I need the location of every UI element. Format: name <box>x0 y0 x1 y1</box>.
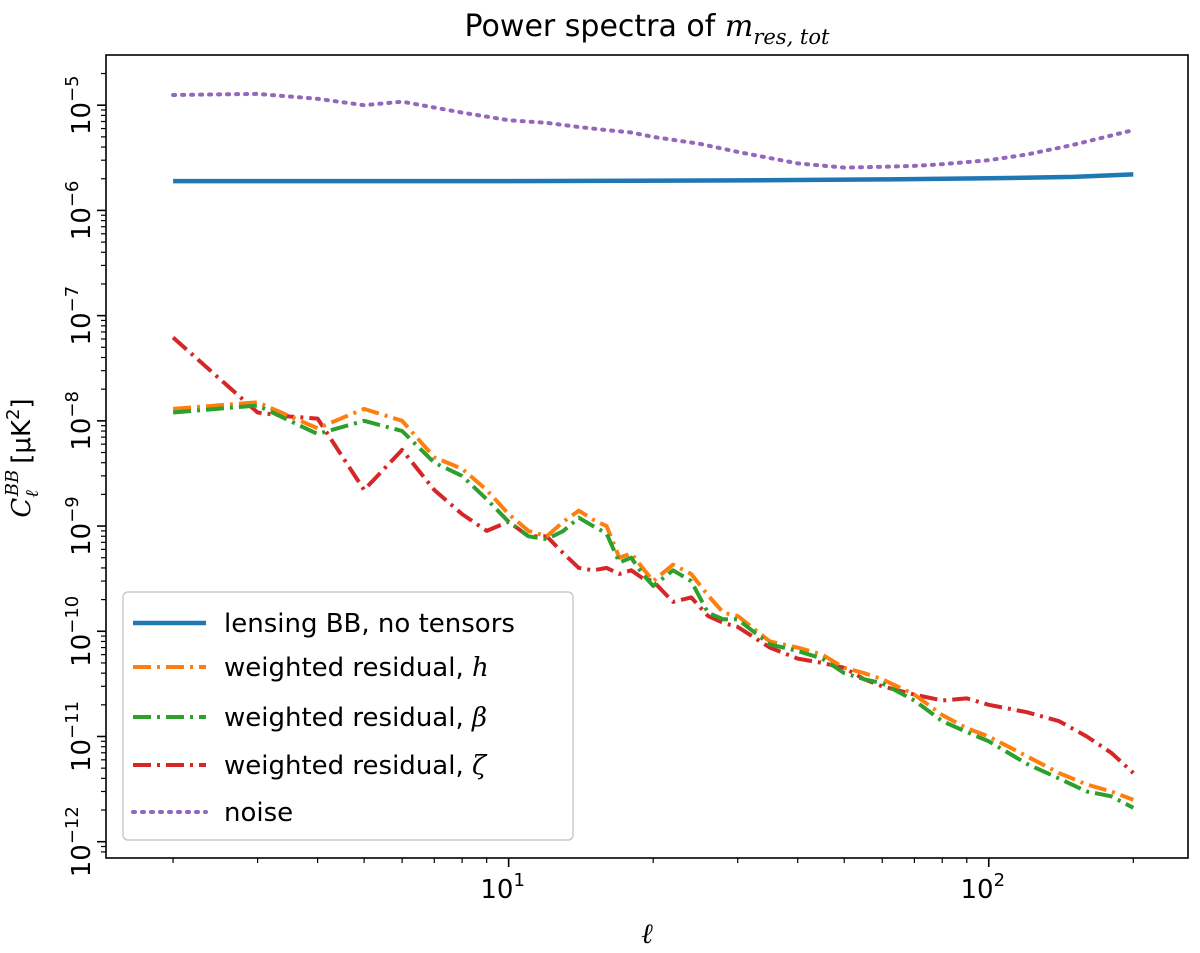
y-tick-label-base: 10 <box>67 102 97 135</box>
y-tick-label: 10−8 <box>62 391 97 451</box>
legend-label-math: ζ <box>472 751 488 781</box>
y-tick-label: 10−11 <box>62 701 97 772</box>
legend-label-beta: weighted residual, β <box>224 703 487 733</box>
x-axis-label: ℓ <box>641 917 653 950</box>
legend-label-zeta: weighted residual, ζ <box>224 751 488 781</box>
legend-label-text: weighted residual, <box>224 653 472 683</box>
series-line-noise <box>171 91 1136 170</box>
chart-title-prefix: Power spectra of <box>465 9 725 44</box>
chart-title-math: m <box>725 9 753 44</box>
chart-title-subscript: res, tot <box>753 25 830 49</box>
y-tick-label-exponent: −6 <box>62 181 83 208</box>
y-tick-label: 10−5 <box>62 75 97 135</box>
legend-label-text: lensing BB, no tensors <box>224 609 515 639</box>
legend-label-math: h <box>472 653 489 683</box>
y-tick-label-base: 10 <box>67 634 97 667</box>
legend-label-math: β <box>471 703 487 733</box>
y-tick-label-base: 10 <box>67 739 97 772</box>
x-tick-label-exponent: 1 <box>513 870 524 891</box>
y-axis-label-subscript: ℓ <box>22 490 43 498</box>
series-layer <box>171 91 1136 810</box>
y-axis-label-units-close: ] <box>7 398 37 408</box>
plot-frame <box>105 54 1189 859</box>
legend-label-noise: noise <box>224 798 293 828</box>
legend-label-text: noise <box>224 798 293 828</box>
y-tick-label-base: 10 <box>67 523 97 556</box>
x-tick-label-exponent: 2 <box>994 870 1005 891</box>
y-tick-label-exponent: −8 <box>62 391 83 418</box>
legend-frame <box>122 591 574 841</box>
x-tick-label-base: 10 <box>480 875 513 905</box>
y-tick-label-exponent: −7 <box>62 286 83 313</box>
y-tick-label: 10−12 <box>62 806 97 877</box>
x-tick-label-base: 10 <box>960 875 993 905</box>
y-tick-label-base: 10 <box>67 418 97 451</box>
ticks-layer: 101 10210−1210−1110−1010−910−810−710−610−… <box>62 72 1134 905</box>
series-line-h <box>172 400 1135 802</box>
series-line-zeta <box>171 336 1135 775</box>
legend-label-text: weighted residual, <box>224 703 472 733</box>
y-tick-label-exponent: −12 <box>62 806 83 844</box>
y-axis-label-units-superscript: 2 <box>3 409 24 420</box>
y-axis-label-superscript: BB <box>2 470 23 497</box>
x-tick-label: 102 <box>960 870 1005 905</box>
y-tick-label: 10−10 <box>62 596 97 667</box>
y-tick-label-base: 10 <box>67 844 97 877</box>
y-axis-label-units: [μK <box>7 419 37 464</box>
x-tick-label: 101 <box>480 870 525 905</box>
series-line-lensing <box>173 172 1134 184</box>
series-line-beta <box>172 403 1135 810</box>
y-tick-label-base: 10 <box>67 207 97 240</box>
y-axis-label-symbol: C <box>7 498 37 518</box>
legend: lensing BB, no tensors weighted residual,… <box>122 591 574 841</box>
chart-title: Power spectra of mres, tot <box>465 9 830 49</box>
legend-label-text: weighted residual, <box>224 751 472 781</box>
legend-label-h: weighted residual, h <box>224 653 489 683</box>
y-tick-label-exponent: −11 <box>62 701 83 739</box>
y-tick-label-exponent: −10 <box>62 596 83 634</box>
y-tick-label-exponent: −5 <box>62 75 83 102</box>
y-tick-label-base: 10 <box>67 312 97 345</box>
y-tick-label: 10−9 <box>62 496 97 556</box>
y-tick-label: 10−6 <box>62 181 97 241</box>
y-tick-label: 10−7 <box>62 286 97 346</box>
y-axis-label: CℓBB [μK2] <box>2 398 43 517</box>
y-tick-label-exponent: −9 <box>62 496 83 523</box>
legend-label-lensing: lensing BB, no tensors <box>224 609 515 639</box>
